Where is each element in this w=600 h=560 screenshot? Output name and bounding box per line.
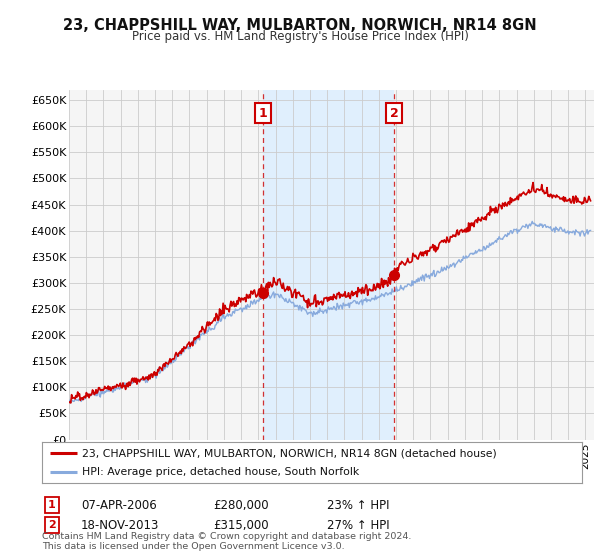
Text: 1: 1 (48, 500, 56, 510)
Text: Contains HM Land Registry data © Crown copyright and database right 2024.
This d: Contains HM Land Registry data © Crown c… (42, 531, 412, 551)
Text: Price paid vs. HM Land Registry's House Price Index (HPI): Price paid vs. HM Land Registry's House … (131, 30, 469, 43)
Bar (263, 90, 394, 440)
Text: 23% ↑ HPI: 23% ↑ HPI (327, 498, 389, 512)
Text: 2: 2 (389, 106, 398, 120)
Text: 18-NOV-2013: 18-NOV-2013 (81, 519, 160, 532)
Text: 2: 2 (48, 520, 56, 530)
Text: HPI: Average price, detached house, South Norfolk: HPI: Average price, detached house, Sout… (83, 467, 360, 477)
Text: 1: 1 (259, 106, 268, 120)
Text: £315,000: £315,000 (213, 519, 269, 532)
Text: £280,000: £280,000 (213, 498, 269, 512)
Text: 07-APR-2006: 07-APR-2006 (81, 498, 157, 512)
Text: 23, CHAPPSHILL WAY, MULBARTON, NORWICH, NR14 8GN: 23, CHAPPSHILL WAY, MULBARTON, NORWICH, … (63, 18, 537, 34)
Text: 23, CHAPPSHILL WAY, MULBARTON, NORWICH, NR14 8GN (detached house): 23, CHAPPSHILL WAY, MULBARTON, NORWICH, … (83, 449, 497, 458)
Text: 27% ↑ HPI: 27% ↑ HPI (327, 519, 389, 532)
